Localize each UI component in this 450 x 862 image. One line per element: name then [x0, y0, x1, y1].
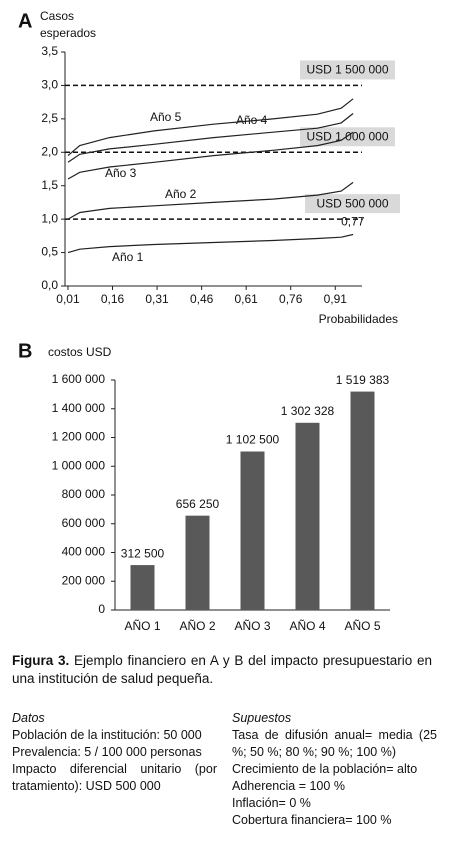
list-item: Crecimiento de la población= alto	[232, 762, 418, 776]
y-tick-label: 200 000	[62, 573, 106, 587]
label-box	[300, 60, 395, 80]
series-line	[67, 181, 354, 220]
y-tick-label: 400 000	[62, 545, 106, 559]
bar	[185, 515, 210, 610]
list-item: Cobertura financiera= 100 %	[232, 813, 392, 827]
x-tick-label: 0,16	[101, 292, 125, 306]
series-label: Año 1	[112, 250, 144, 264]
series-line	[67, 233, 354, 254]
value-label: 0,77	[341, 215, 365, 229]
y-tick-label: 600 000	[62, 516, 106, 530]
x-tick-label: 0,01	[56, 292, 80, 306]
series-label: Año 2	[165, 187, 197, 201]
series-label: Año 3	[105, 166, 137, 180]
y-tick-label: 800 000	[62, 487, 106, 501]
x-tick-label: 0,46	[190, 292, 214, 306]
y-axis-label: esperados	[40, 26, 96, 40]
bar	[350, 391, 375, 610]
y-axis-label: costos USD	[48, 345, 112, 359]
caption-text: Ejemplo financiero en A y B del impacto …	[12, 653, 432, 686]
series-line	[67, 98, 354, 157]
y-tick-label: 1 400 000	[52, 401, 106, 415]
series-line	[67, 113, 354, 163]
x-tick-label: AÑO 3	[234, 619, 270, 633]
y-tick-label: 1,5	[41, 178, 58, 192]
series-line	[67, 131, 354, 180]
label-box	[300, 127, 395, 147]
y-tick-label: 1 000 000	[52, 458, 106, 472]
x-tick-label: AÑO 2	[179, 619, 215, 633]
y-tick-label: 1 200 000	[52, 430, 106, 444]
x-tick-label: AÑO 4	[289, 619, 325, 633]
bar	[240, 451, 265, 610]
y-tick-label: 2,5	[41, 111, 58, 125]
datos: Datos Población de la institución: 50 000…	[12, 710, 217, 795]
y-axis-label: Casos	[40, 9, 74, 23]
caption: Figura 3. Ejemplo financiero en A y B de…	[12, 652, 432, 688]
value-label: 312 500	[121, 546, 165, 560]
value-label: 1 519 383	[336, 373, 390, 387]
list-item: Prevalencia: 5 / 100 000 personas	[12, 745, 202, 759]
figure: A Casos esperados Probabilidades B costo…	[18, 9, 400, 633]
x-tick-label: AÑO 1	[124, 619, 160, 633]
section-title: Datos	[12, 711, 45, 725]
supuestos: Supuestos Tasa de difusión anual= media (…	[232, 710, 437, 829]
list-item: Impacto diferencial unitario (por tratam…	[12, 762, 217, 793]
y-tick-label: 0	[98, 602, 105, 616]
panel-label: A	[18, 10, 32, 32]
value-label: 656 250	[176, 497, 220, 511]
y-tick-label: 0,5	[41, 245, 58, 259]
x-tick-label: 0,91	[324, 292, 348, 306]
y-tick-label: 3,0	[41, 78, 58, 92]
list-item: Tasa de difusión anual= media (25 %; 50 …	[232, 728, 437, 759]
bar	[130, 565, 155, 610]
x-tick-label: 0,61	[234, 292, 258, 306]
bar	[295, 422, 320, 610]
x-tick-label: 0,76	[279, 292, 303, 306]
list-item: Adherencia = 100 %	[232, 779, 345, 793]
label-box	[305, 194, 400, 214]
panel-label: B	[18, 340, 32, 362]
y-tick-label: 1,0	[41, 211, 58, 225]
caption-label: Figura 3.	[12, 653, 70, 668]
y-tick-label: 0,0	[41, 278, 58, 292]
value-label: 1 302 328	[281, 404, 335, 418]
value-label: 1 102 500	[226, 433, 280, 447]
y-tick-label: 3,5	[41, 44, 58, 58]
x-tick-label: 0,31	[145, 292, 169, 306]
list-item: Inflación= 0 %	[232, 796, 311, 810]
reference-label: USD 1 500 000	[306, 63, 388, 77]
x-tick-label: AÑO 5	[344, 619, 380, 633]
y-tick-label: 2,0	[41, 144, 58, 158]
series-label: Año 4	[236, 113, 268, 127]
list-item: Población de la institución: 50 000	[12, 728, 202, 742]
x-axis-label: Probabilidades	[319, 312, 398, 326]
reference-label: USD 500 000	[316, 196, 388, 210]
y-tick-label: 1 600 000	[52, 372, 106, 386]
section-title: Supuestos	[232, 711, 292, 725]
series-label: Año 5	[150, 110, 182, 124]
